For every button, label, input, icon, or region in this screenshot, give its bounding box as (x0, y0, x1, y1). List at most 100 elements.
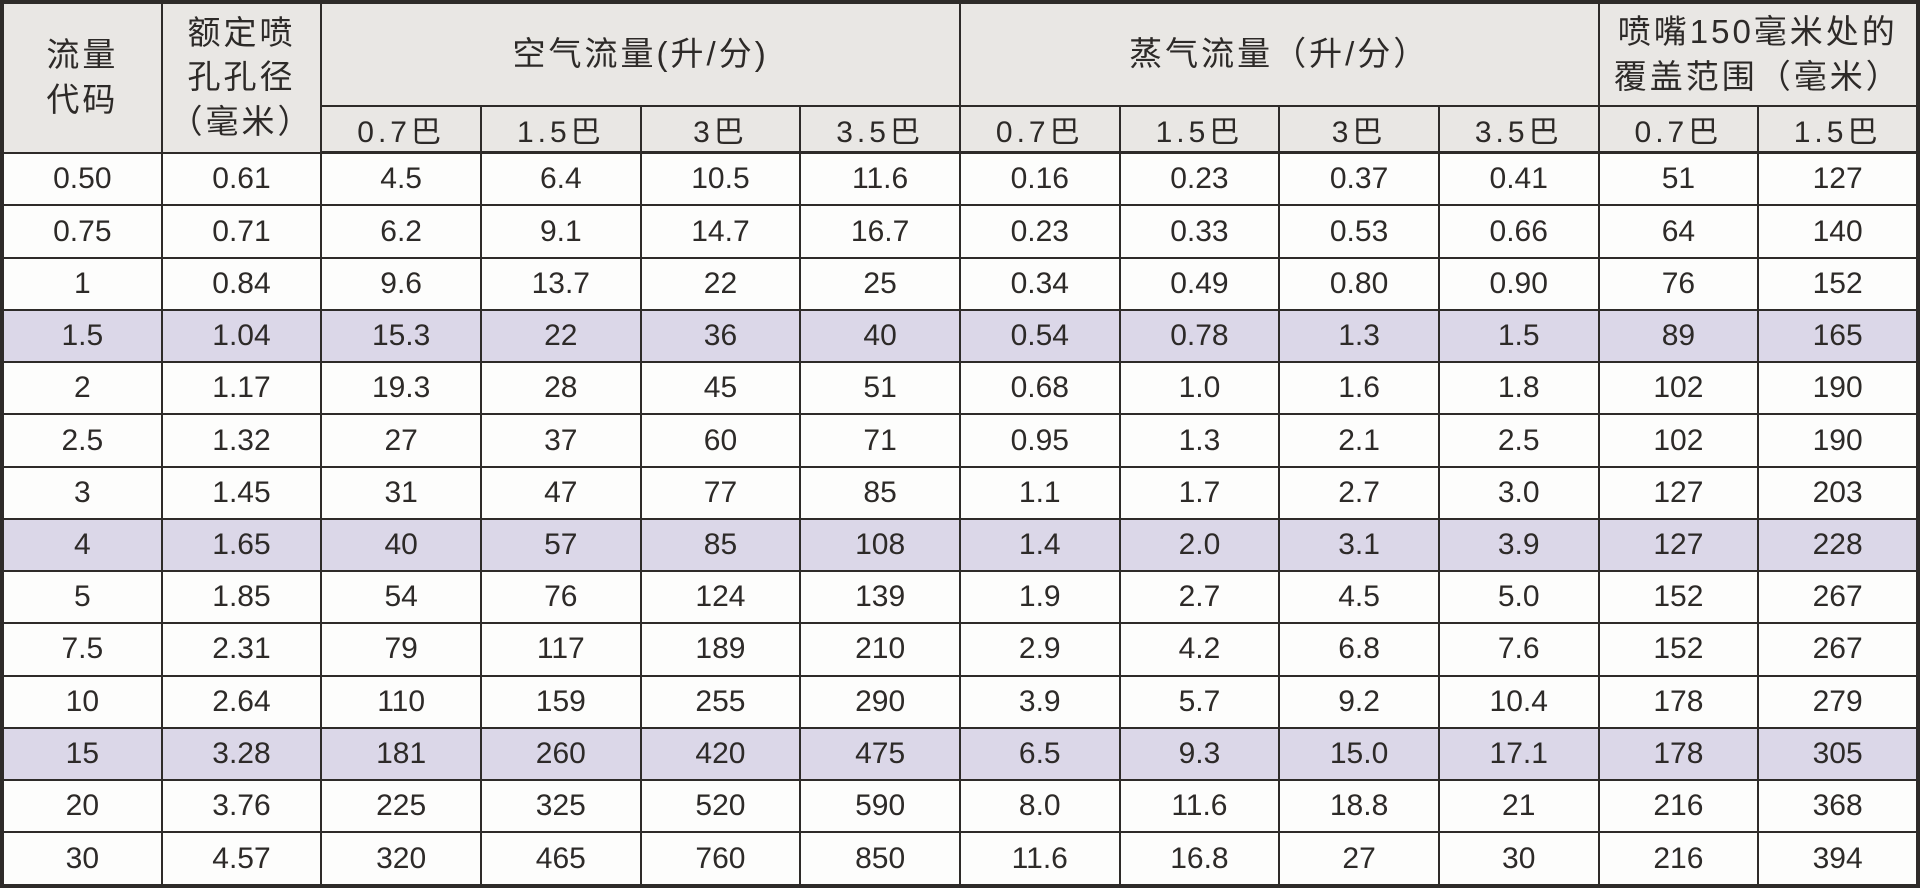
table-cell: 1 (1, 256, 163, 311)
table-cell: 3.76 (160, 779, 323, 834)
table-cell: 2.0 (1118, 517, 1281, 573)
table-cell: 178 (1597, 726, 1760, 782)
table-row: 2.5 1.32 27 37 60 71 0.95 1.3 2.1 2.5 102 190 (1, 413, 1919, 468)
table-cell: 127 (1597, 465, 1760, 520)
table-cell: 51 (799, 361, 961, 416)
table-cell: 228 (1757, 517, 1919, 573)
table-cell: 16.7 (799, 204, 961, 259)
table-cell: 2.5 (1, 413, 163, 468)
table-cell: 305 (1757, 726, 1919, 782)
table-cell: 0.75 (1, 204, 163, 259)
table-body: 0.50 0.61 4.5 6.4 10.5 11.6 0.16 0.23 0.37 0.41 51… (1, 151, 1919, 887)
table-cell: 2.31 (160, 622, 323, 677)
table-cell: 10.5 (639, 151, 802, 207)
table-row: 7.5 2.31 79 117 189 210 2.9 4.2 6.8 7.6 152 267 (1, 622, 1919, 677)
header-orifice-diameter: 额定喷 孔孔径 （毫米） (160, 1, 323, 154)
table-cell: 85 (799, 465, 961, 520)
table-cell: 189 (639, 622, 802, 677)
table-cell: 3.0 (1437, 465, 1600, 520)
table-cell: 14.7 (639, 204, 802, 259)
table-cell: 13.7 (479, 256, 642, 311)
table-row: 15 3.28 181 260 420 475 6.5 9.3 15.0 17.1 178 305 (1, 726, 1919, 782)
table-cell: 22 (639, 256, 802, 311)
table-row: 2 1.17 19.3 28 45 51 0.68 1.0 1.6 1.8 102 190 (1, 361, 1919, 416)
table-cell: 0.34 (958, 256, 1121, 311)
header-flow-code: 流量 代码 (1, 1, 163, 154)
table-cell: 10 (1, 674, 163, 729)
table-cell: 1.8 (1437, 361, 1600, 416)
table-cell: 11.6 (958, 831, 1121, 887)
table-cell: 1.3 (1278, 308, 1440, 364)
table-cell: 77 (639, 465, 802, 520)
table-cell: 18.8 (1278, 779, 1440, 834)
table-row: 10 2.64 110 159 255 290 3.9 5.7 9.2 10.4 178 279 (1, 674, 1919, 729)
table-cell: 0.23 (1118, 151, 1281, 207)
table-cell: 15 (1, 726, 163, 782)
table-cell: 15.3 (320, 308, 482, 364)
table-cell: 1.6 (1278, 361, 1440, 416)
table-cell: 0.84 (160, 256, 323, 311)
header-steam-0.7bar: 0.7巴 (958, 105, 1121, 154)
table-cell: 110 (320, 674, 482, 729)
table-cell: 0.78 (1118, 308, 1281, 364)
table-cell: 76 (1597, 256, 1760, 311)
table-cell: 51 (1597, 151, 1760, 207)
table-cell: 6.2 (320, 204, 482, 259)
table-cell: 139 (799, 570, 961, 625)
table-cell: 2.1 (1278, 413, 1440, 468)
table-cell: 40 (320, 517, 482, 573)
table-cell: 290 (799, 674, 961, 729)
table-cell: 64 (1597, 204, 1760, 259)
table-cell: 1.65 (160, 517, 323, 573)
table-cell: 1.5 (1437, 308, 1600, 364)
table-cell: 45 (639, 361, 802, 416)
table-cell: 89 (1597, 308, 1760, 364)
table-cell: 0.66 (1437, 204, 1600, 259)
header-steam-3.5bar: 3.5巴 (1437, 105, 1600, 154)
table-cell: 25 (799, 256, 961, 311)
table-cell: 394 (1757, 831, 1919, 887)
table-cell: 3.1 (1278, 517, 1440, 573)
table-cell: 0.50 (1, 151, 163, 207)
table-cell: 102 (1597, 361, 1760, 416)
header-steam-3bar: 3巴 (1278, 105, 1440, 154)
table-cell: 71 (799, 413, 961, 468)
table-cell: 2.5 (1437, 413, 1600, 468)
table-cell: 9.2 (1278, 674, 1440, 729)
table-cell: 7.5 (1, 622, 163, 677)
table-cell: 108 (799, 517, 961, 573)
table-cell: 57 (479, 517, 642, 573)
table-cell: 102 (1597, 413, 1760, 468)
table-cell: 2 (1, 361, 163, 416)
table-cell: 1.17 (160, 361, 323, 416)
table-cell: 260 (479, 726, 642, 782)
table-cell: 1.9 (958, 570, 1121, 625)
table-cell: 225 (320, 779, 482, 834)
table-cell: 127 (1597, 517, 1760, 573)
table-cell: 4.2 (1118, 622, 1281, 677)
table-cell: 255 (639, 674, 802, 729)
table-cell: 16.8 (1118, 831, 1281, 887)
header-steam-flow: 蒸气流量（升/分） (958, 1, 1600, 107)
table-cell: 159 (479, 674, 642, 729)
table-cell: 28 (479, 361, 642, 416)
table-cell: 11.6 (1118, 779, 1281, 834)
table-row: 4 1.65 40 57 85 108 1.4 2.0 3.1 3.9 127 228 (1, 517, 1919, 573)
table-cell: 0.37 (1278, 151, 1440, 207)
table-cell: 152 (1597, 622, 1760, 677)
table-cell: 3.9 (958, 674, 1121, 729)
table-cell: 5.7 (1118, 674, 1281, 729)
table-cell: 0.71 (160, 204, 323, 259)
table-cell: 0.90 (1437, 256, 1600, 311)
table-cell: 0.80 (1278, 256, 1440, 311)
table-cell: 47 (479, 465, 642, 520)
table-cell: 279 (1757, 674, 1919, 729)
table-cell: 124 (639, 570, 802, 625)
table-cell: 0.61 (160, 151, 323, 207)
table-cell: 127 (1757, 151, 1919, 207)
table-cell: 31 (320, 465, 482, 520)
table-cell: 5 (1, 570, 163, 625)
table-cell: 7.6 (1437, 622, 1600, 677)
table-row: 0.50 0.61 4.5 6.4 10.5 11.6 0.16 0.23 0.37 0.41 51… (1, 151, 1919, 207)
table-cell: 6.8 (1278, 622, 1440, 677)
